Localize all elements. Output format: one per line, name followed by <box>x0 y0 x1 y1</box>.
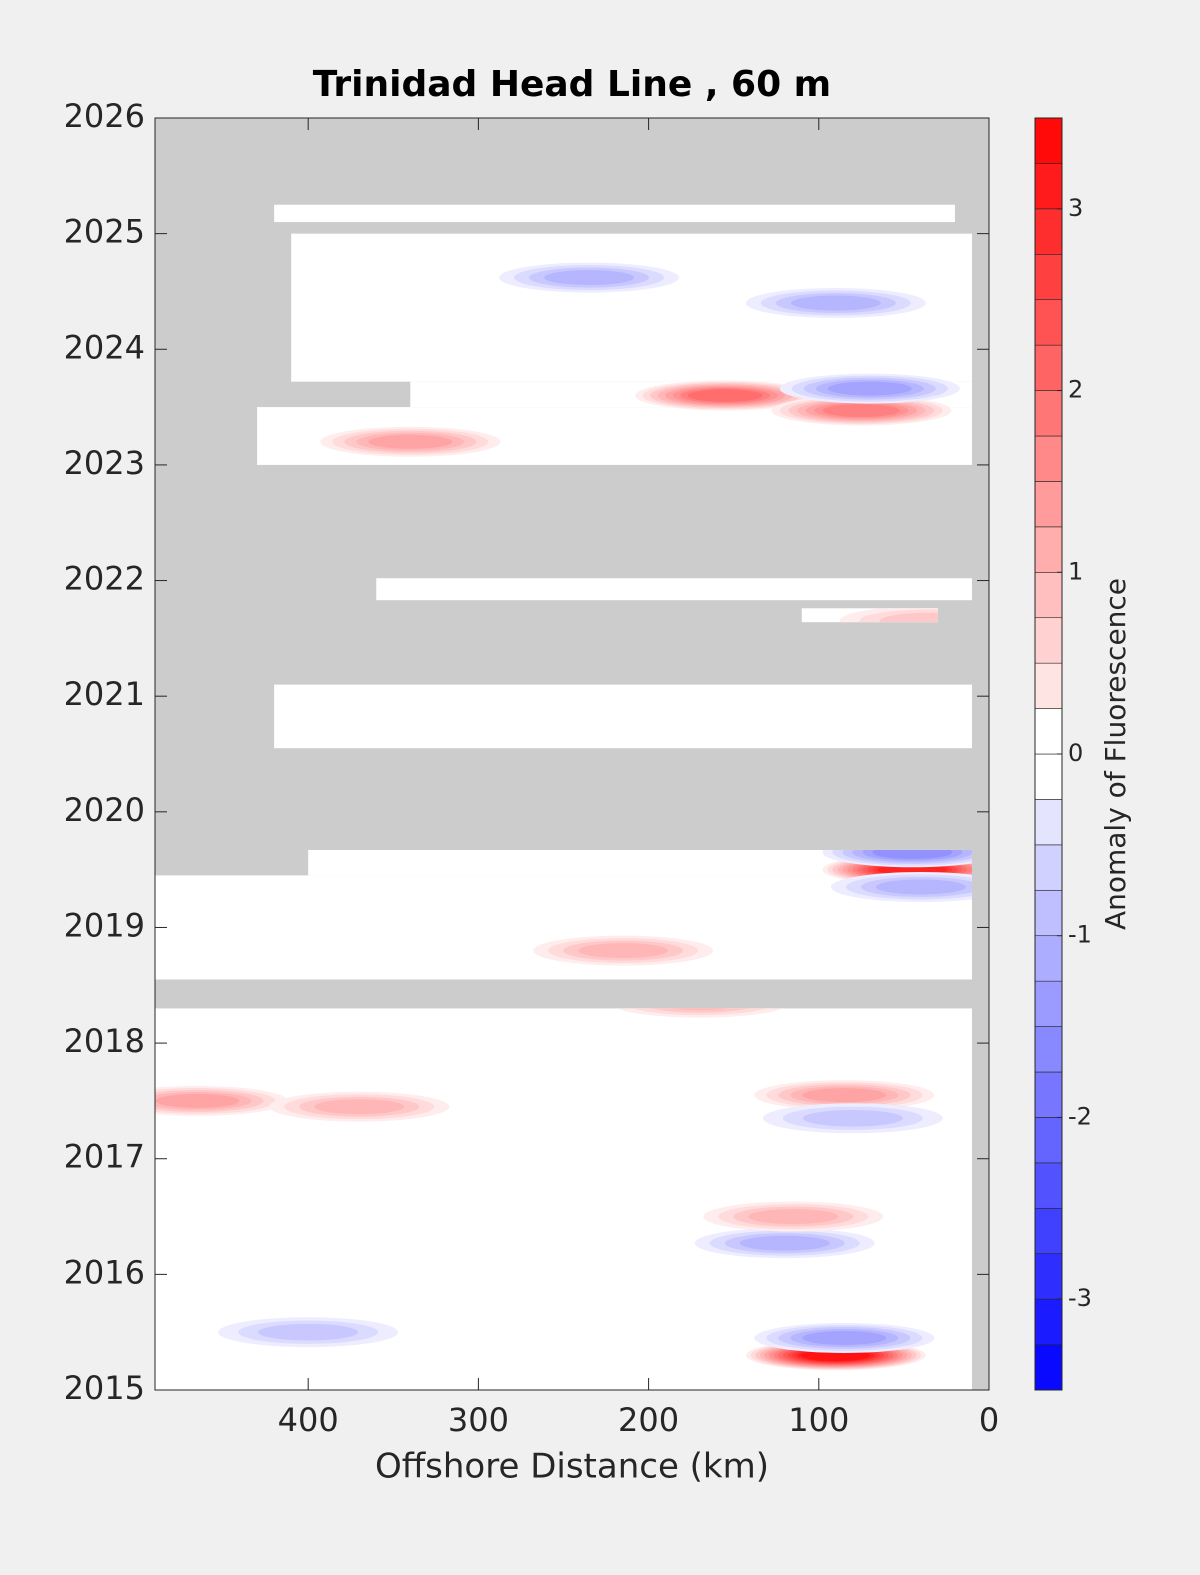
colorbar-tick-label: 2 <box>1068 376 1083 404</box>
anomaly-blob <box>155 1085 288 1116</box>
colorbar-swatch <box>1034 980 1063 1027</box>
contour-level <box>739 1235 830 1251</box>
sampled-band <box>376 578 972 601</box>
x-tick-label: 100 <box>788 1401 849 1439</box>
y-tick-label: 2023 <box>64 444 145 482</box>
contour-level <box>155 1093 240 1108</box>
colorbar-swatch <box>1034 344 1063 391</box>
contour-level <box>827 381 912 396</box>
x-tick-label: 300 <box>448 1401 509 1439</box>
anomaly-blob <box>533 935 714 966</box>
anomaly-blob <box>762 1103 943 1134</box>
colorbar-swatch <box>1034 708 1063 755</box>
colorbar-swatch <box>1034 753 1063 800</box>
colorbar-label: Anomaly of Fluorescence <box>1099 578 1132 930</box>
colorbar-swatch <box>1034 799 1063 846</box>
colorbar-swatch <box>1034 1298 1063 1345</box>
contour-level <box>544 270 635 286</box>
x-axis-label: Offshore Distance (km) <box>375 1447 769 1487</box>
contour-layer <box>155 262 972 1371</box>
colorbar-swatch <box>1034 299 1063 346</box>
anomaly-blob <box>779 373 960 404</box>
colorbar-swatch <box>1034 1207 1063 1255</box>
axes-box <box>154 117 990 1391</box>
anomaly-blob <box>635 380 816 411</box>
anomaly-blob <box>218 1317 399 1348</box>
y-tick-label: 2024 <box>64 328 145 366</box>
anomaly-blob <box>269 1091 450 1122</box>
colorbar-swatch <box>1034 117 1063 164</box>
y-tick-label: 2016 <box>64 1253 145 1291</box>
contour-level <box>258 1323 359 1341</box>
x-tick-label: 400 <box>278 1401 339 1439</box>
colorbar-swatch <box>1034 662 1063 709</box>
sampled-band <box>155 875 972 980</box>
colorbar-swatch <box>1034 571 1063 619</box>
y-tick-label: 2015 <box>64 1369 145 1407</box>
contour-level <box>368 434 453 449</box>
anomaly-blob <box>754 1322 935 1353</box>
colorbar-swatch <box>1034 1162 1063 1209</box>
colorbar-swatch <box>1034 844 1063 891</box>
colorbar-swatch <box>1034 1344 1063 1391</box>
colorbar-swatch <box>1034 1071 1063 1118</box>
colorbar-swatch <box>1034 935 1063 982</box>
contour-level <box>578 943 669 959</box>
colorbar-swatch <box>1034 208 1063 255</box>
colorbar-swatch <box>1034 390 1063 437</box>
colorbar-swatch <box>1034 1117 1063 1164</box>
chart-title: Trinidad Head Line , 60 m <box>313 64 831 105</box>
colorbar-swatch <box>1034 1026 1063 1073</box>
colorbar-tick-label: -1 <box>1068 921 1092 949</box>
anomaly-blob <box>830 871 972 902</box>
anomaly-blob <box>499 262 680 293</box>
colorbar-swatch <box>1034 163 1063 210</box>
anomaly-blob <box>745 288 926 319</box>
colorbar-swatch <box>1034 435 1063 482</box>
anomaly-blob <box>771 395 952 426</box>
colorbar-tick-label: 3 <box>1068 194 1083 222</box>
y-tick-label: 2020 <box>64 791 145 829</box>
y-tick-label: 2025 <box>64 213 145 251</box>
y-tick-label: 2022 <box>64 560 145 598</box>
contour-level <box>748 1209 839 1225</box>
y-tick-label: 2019 <box>64 906 145 944</box>
x-tick-label: 0 <box>979 1401 999 1439</box>
y-tick-label: 2017 <box>64 1138 145 1176</box>
contour-level <box>802 1330 887 1345</box>
contour-level <box>875 879 966 895</box>
contour-level <box>802 1088 887 1103</box>
colorbar-tick-label: 1 <box>1068 557 1083 585</box>
y-tick-label: 2021 <box>64 675 145 713</box>
anomaly-blob <box>703 1201 884 1232</box>
contour-level <box>802 1109 903 1127</box>
colorbar-swatch <box>1034 1253 1063 1300</box>
colorbar-tick-label: -3 <box>1068 1284 1092 1312</box>
colorbar-swatch <box>1034 253 1063 301</box>
contour-level <box>687 389 763 402</box>
x-tick-label: 200 <box>618 1401 679 1439</box>
y-tick-label: 2026 <box>64 97 145 135</box>
sampled-band <box>274 684 972 749</box>
colorbar-swatch <box>1034 526 1063 573</box>
colorbar-swatch <box>1034 481 1063 528</box>
colorbar-swatch <box>1034 617 1063 664</box>
anomaly-blob <box>320 426 501 457</box>
contour-level <box>822 404 900 417</box>
anomaly-blob <box>754 1080 935 1111</box>
y-tick-label: 2018 <box>64 1022 145 1060</box>
sampled-band <box>274 204 955 223</box>
anomaly-blob <box>694 1228 875 1259</box>
contour-level <box>790 295 881 311</box>
contour-level <box>314 1099 405 1115</box>
colorbar-tick-label: 0 <box>1068 739 1083 767</box>
colorbar-swatch <box>1034 889 1063 937</box>
colorbar-tick-label: -2 <box>1068 1102 1092 1130</box>
